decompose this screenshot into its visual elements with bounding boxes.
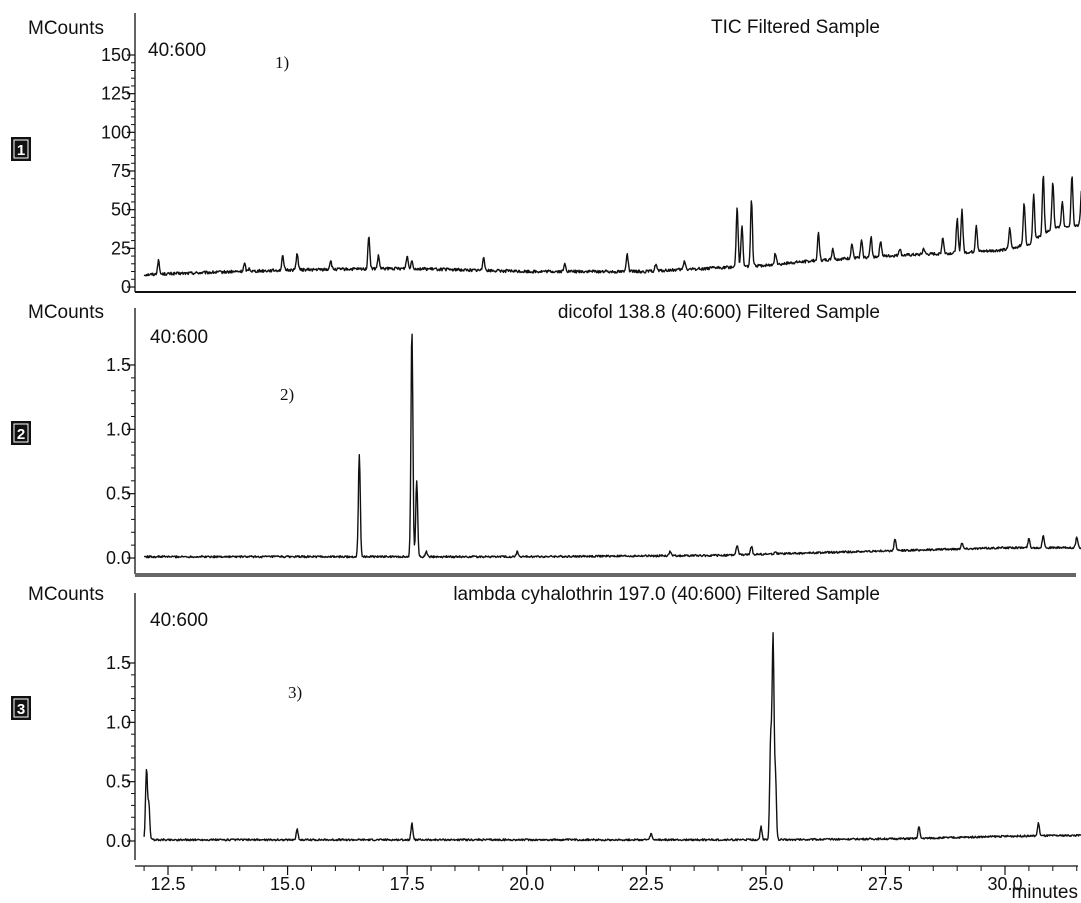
x-tick-label: 25.0 <box>748 874 783 894</box>
data-trace <box>143 632 1081 842</box>
y-tick-label: 75 <box>111 161 131 181</box>
y-tick-label: 100 <box>101 122 131 142</box>
chart-panel-3: 3 MCounts lambda cyhalothrin 197.0 (40:600… <box>11 584 1081 860</box>
x-tick-label: 30.0 <box>987 874 1022 894</box>
y-tick-label: 0.5 <box>106 772 131 792</box>
y-tick-label: 0.0 <box>106 548 131 568</box>
data-trace <box>143 333 1081 559</box>
y-tick-label: 50 <box>111 200 131 220</box>
y-tick-label: 0 <box>121 277 131 297</box>
panel-number-frame <box>13 139 29 159</box>
x-axis-label: minutes <box>1011 882 1078 903</box>
panel-number-bg <box>11 421 31 445</box>
y-tick-label: 25 <box>111 238 131 258</box>
y-tick-label: 1.0 <box>106 419 131 439</box>
panel-number: 1 <box>17 142 25 159</box>
mass-range-label: 40:600 <box>150 327 208 348</box>
panel-annotation: 2) <box>280 385 294 404</box>
mass-range-label: 40:600 <box>148 40 206 61</box>
panel-number-box: 1 <box>11 137 31 161</box>
x-tick-label: 15.0 <box>270 874 305 894</box>
panel-number-frame <box>13 698 29 718</box>
panel-number-bg <box>11 137 31 161</box>
panel-title: lambda cyhalothrin 197.0 (40:600) Filter… <box>453 584 880 605</box>
x-tick-label: 17.5 <box>390 874 425 894</box>
chart-panel-2: 2 MCounts dicofol 138.8 (40:600) Filtered … <box>11 302 1081 577</box>
y-tick-label: 1.0 <box>106 712 131 732</box>
panel-annotation: 3) <box>288 683 302 702</box>
y-tick-label: 0.0 <box>106 831 131 851</box>
x-tick-label: 12.5 <box>150 874 185 894</box>
y-tick-label: 125 <box>101 84 131 104</box>
x-axis: 12.5 15.0 17.5 20.0 22.5 25.0 27.5 30.0 <box>135 865 1078 894</box>
y-tick-label: 150 <box>101 45 131 65</box>
x-tick-label: 27.5 <box>868 874 903 894</box>
mass-range-label: 40:600 <box>150 610 208 631</box>
panel-number-frame <box>13 423 29 443</box>
x-tick-label: 22.5 <box>629 874 664 894</box>
panel-number-bg <box>11 696 31 720</box>
y-tick-label: 1.5 <box>106 653 131 673</box>
y-tick-label: 0.5 <box>106 484 131 504</box>
y-axis-label: MCounts <box>28 584 104 605</box>
data-trace <box>143 175 1081 277</box>
panel-title: dicofol 138.8 (40:600) Filtered Sample <box>558 302 880 323</box>
y-tick-label: 1.5 <box>106 355 131 375</box>
chart-panel-1: 1 MCounts TIC Filtered Sample 40:600 1) 0 25 50… <box>11 13 1081 297</box>
y-axis-label: MCounts <box>28 18 104 39</box>
panel-number-box: 2 <box>11 421 31 445</box>
panel-title: TIC Filtered Sample <box>711 17 880 38</box>
panel-number: 3 <box>17 701 25 718</box>
y-axis-label: MCounts <box>28 302 104 323</box>
panel-number: 2 <box>17 426 25 443</box>
panel-annotation: 1) <box>275 53 289 72</box>
x-tick-label: 20.0 <box>509 874 544 894</box>
panel-number-box: 3 <box>11 696 31 720</box>
